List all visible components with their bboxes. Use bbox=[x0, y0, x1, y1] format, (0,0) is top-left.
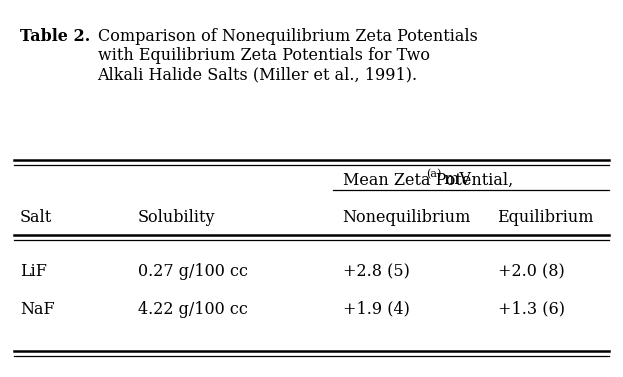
Text: +1.9 (4): +1.9 (4) bbox=[343, 300, 409, 317]
Text: NaF: NaF bbox=[20, 300, 55, 317]
Text: +2.0 (8): +2.0 (8) bbox=[498, 263, 564, 280]
Text: (a): (a) bbox=[426, 169, 442, 179]
Text: LiF: LiF bbox=[20, 263, 47, 280]
Text: 0.27 g/100 cc: 0.27 g/100 cc bbox=[138, 263, 248, 280]
Text: mV: mV bbox=[439, 172, 471, 188]
Text: +1.3 (6): +1.3 (6) bbox=[498, 300, 564, 317]
Text: 4.22 g/100 cc: 4.22 g/100 cc bbox=[138, 300, 248, 317]
Text: +2.8 (5): +2.8 (5) bbox=[343, 263, 409, 280]
Text: Comparison of Nonequilibrium Zeta Potentials
with Equilibrium Zeta Potentials fo: Comparison of Nonequilibrium Zeta Potent… bbox=[98, 28, 477, 84]
Text: Equilibrium: Equilibrium bbox=[498, 209, 594, 226]
Text: Mean Zeta Potential,: Mean Zeta Potential, bbox=[343, 172, 513, 188]
Text: Nonequilibrium: Nonequilibrium bbox=[343, 209, 471, 226]
Text: Table 2.: Table 2. bbox=[20, 28, 90, 44]
Text: Solubility: Solubility bbox=[138, 209, 216, 226]
Text: Salt: Salt bbox=[20, 209, 52, 226]
